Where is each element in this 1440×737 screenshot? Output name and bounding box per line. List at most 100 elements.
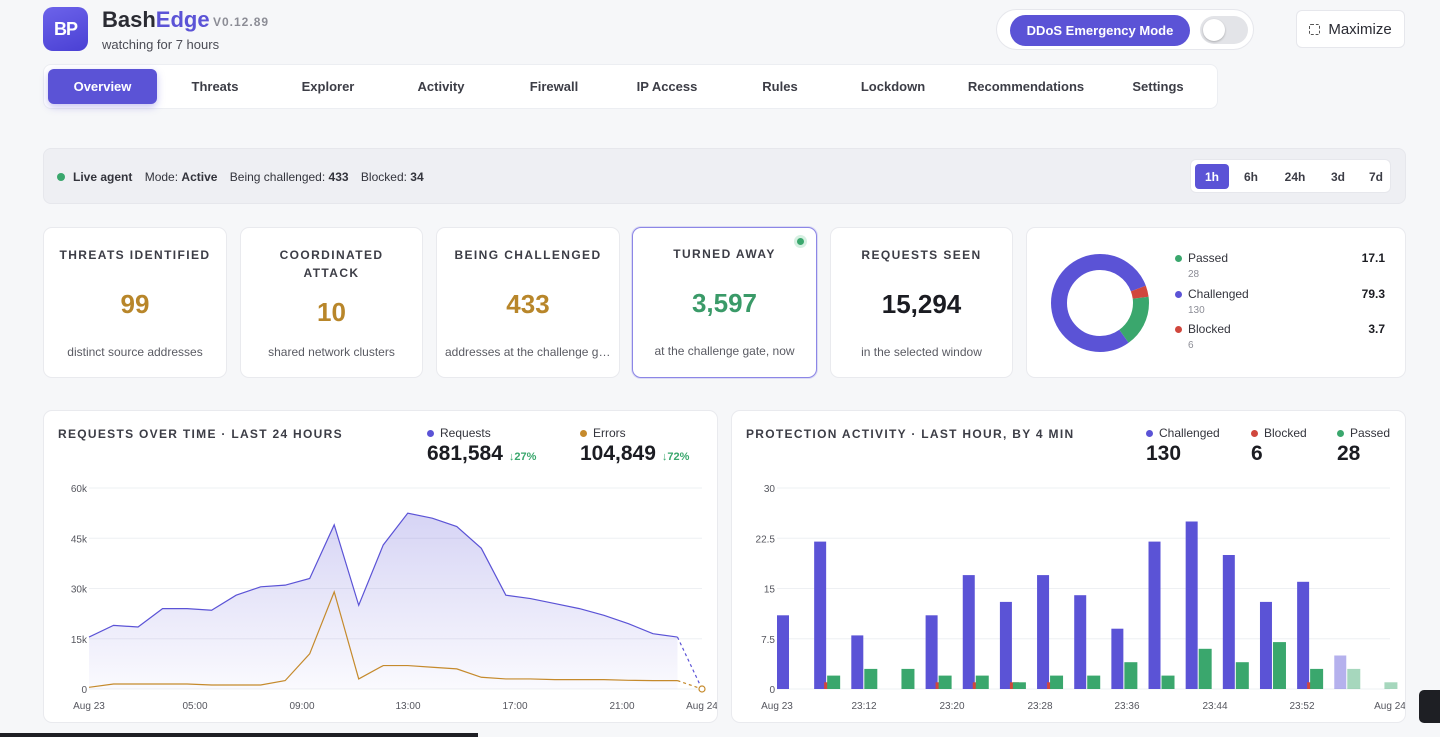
x-tick-label: 23:20 <box>939 701 964 712</box>
live-indicator-icon <box>57 173 65 181</box>
tab-activity[interactable]: Activity <box>417 79 465 94</box>
range-24h[interactable]: 24h <box>1284 169 1306 184</box>
bar-passed[interactable] <box>1347 668 1361 689</box>
metric-name: Passed <box>1350 426 1391 440</box>
bar-challenged[interactable] <box>1297 581 1310 689</box>
donut-slice-passed[interactable] <box>1051 254 1149 352</box>
challenged-label: Being challenged: <box>229 170 326 184</box>
bar-passed[interactable] <box>901 668 915 689</box>
bar-passed[interactable] <box>827 675 841 689</box>
mode-label: Mode: <box>144 170 179 184</box>
x-tick-label: 09:00 <box>289 701 314 712</box>
bar-passed[interactable] <box>1087 675 1101 689</box>
bar-passed[interactable] <box>1012 682 1026 689</box>
bar-passed[interactable] <box>1050 675 1064 689</box>
bar-challenged[interactable] <box>999 601 1012 689</box>
brand-main: Bash <box>102 7 156 32</box>
metric-name: Blocked <box>1264 426 1307 440</box>
watching-duration: watching for 7 hours <box>102 37 220 52</box>
requests-area <box>89 513 678 689</box>
x-tick-label: 23:28 <box>1027 701 1052 712</box>
bar-passed[interactable] <box>1272 642 1286 689</box>
metric-value: 6 <box>1251 442 1263 465</box>
bar-passed[interactable] <box>975 675 989 689</box>
bar-challenged[interactable] <box>1334 655 1347 690</box>
y-tick-label: 0 <box>81 685 87 696</box>
range-7d[interactable]: 7d <box>1368 169 1383 184</box>
y-tick-label: 7.5 <box>761 635 775 646</box>
card-threats-identified[interactable]: THREATS IDENTIFIED 99 distinct source ad… <box>43 227 227 378</box>
x-tick-label: Aug 23 <box>761 701 793 712</box>
legend-count: 6 <box>1188 340 1194 351</box>
challenged-dot-icon <box>1175 291 1182 298</box>
x-tick-label: 05:00 <box>182 701 207 712</box>
maximize-button[interactable]: Maximize <box>1296 10 1405 48</box>
range-3d[interactable]: 3d <box>1330 169 1345 184</box>
card-value: 433 <box>506 289 550 319</box>
card-being-challenged[interactable]: BEING CHALLENGED 433 addresses at the ch… <box>436 227 620 378</box>
tab-explorer[interactable]: Explorer <box>301 79 355 94</box>
bar-passed[interactable] <box>1161 675 1175 689</box>
tab-ip-access[interactable]: IP Access <box>636 79 698 94</box>
bar-challenged[interactable] <box>777 615 789 689</box>
bar-passed[interactable] <box>1124 662 1138 689</box>
metric-value: 130 <box>1146 442 1182 465</box>
bar-passed[interactable] <box>864 668 878 689</box>
metric-change: ↓72% <box>661 451 690 463</box>
tab-settings[interactable]: Settings <box>1132 79 1184 94</box>
bar-passed[interactable] <box>1310 668 1324 689</box>
bar-challenged[interactable] <box>962 575 975 689</box>
bar-challenged[interactable] <box>925 615 938 689</box>
toggle-knob <box>1203 19 1225 41</box>
metric-errors: Errors 104,849 ↓72% <box>580 426 689 466</box>
y-tick-label: 22.5 <box>756 534 776 545</box>
tab-recommendations[interactable]: Recommendations <box>967 79 1085 94</box>
card-value: 99 <box>120 289 150 319</box>
bar-challenged[interactable] <box>1259 601 1272 689</box>
metric-name: Errors <box>593 426 626 440</box>
card-requests-seen[interactable]: REQUESTS SEEN 15,294 in the selected win… <box>830 227 1013 378</box>
tab-threats[interactable]: Threats <box>191 79 239 94</box>
card-coordinated-attack[interactable]: COORDINATED ATTACK 10 shared network clu… <box>240 227 423 378</box>
bar-challenged[interactable] <box>1037 575 1050 689</box>
tab-firewall[interactable]: Firewall <box>529 79 579 94</box>
bar-challenged[interactable] <box>1111 628 1124 689</box>
y-tick-label: 0 <box>769 685 775 696</box>
metric-value: 28 <box>1337 442 1361 465</box>
range-6h[interactable]: 6h <box>1243 169 1258 184</box>
bar-challenged[interactable] <box>851 635 864 689</box>
challenged-dot-icon <box>1146 429 1153 437</box>
ddos-emergency-button[interactable]: DDoS Emergency Mode <box>1010 15 1190 46</box>
metric-change: ↓27% <box>508 451 537 463</box>
legend-name: Blocked <box>1188 322 1231 336</box>
requests-line <box>88 512 678 638</box>
bar-challenged[interactable] <box>1148 541 1161 689</box>
metric-name: Challenged <box>1159 426 1220 440</box>
range-1h[interactable]: 1h <box>1195 164 1229 189</box>
tab-rules[interactable]: Rules <box>762 79 798 94</box>
bar-passed[interactable] <box>1235 662 1249 689</box>
tab-overview[interactable]: Overview <box>48 69 157 104</box>
bar-challenged[interactable] <box>814 541 827 689</box>
status-bar: Live agent Mode: Active Being challenged… <box>43 148 1406 204</box>
legend-name: Passed <box>1188 251 1229 265</box>
bar-challenged[interactable] <box>1185 521 1198 690</box>
maximize-label: Maximize <box>1328 20 1392 38</box>
live-agent-label: Live agent <box>73 170 133 184</box>
nav-tabs: Overview Threats Explorer Activity Firew… <box>43 64 1218 109</box>
bar-passed[interactable] <box>938 675 952 689</box>
protection-bar-chart: 0 7.5 15 22.5 30 Aug 23 23:12 23:20 23:28 23:36 23… <box>756 484 1405 712</box>
card-label: BEING CHALLENGED <box>454 248 602 262</box>
bar-passed[interactable] <box>1384 682 1398 689</box>
bar-passed[interactable] <box>1198 648 1212 689</box>
tab-lockdown[interactable]: Lockdown <box>860 79 926 94</box>
card-turned-away[interactable]: TURNED AWAY 3,597 at the challenge gate,… <box>632 227 817 378</box>
metric-passed: Passed 28 <box>1337 426 1390 466</box>
panel-title: REQUESTS OVER TIME · LAST 24 HOURS <box>58 427 343 441</box>
metric-name: Requests <box>440 426 491 440</box>
bar-challenged[interactable] <box>1074 595 1087 689</box>
legend-value: 17.1 <box>1361 251 1385 265</box>
bar-challenged[interactable] <box>1222 555 1235 689</box>
donut-slice-challenged[interactable] <box>1051 254 1149 352</box>
ddos-toggle[interactable] <box>1200 16 1248 44</box>
